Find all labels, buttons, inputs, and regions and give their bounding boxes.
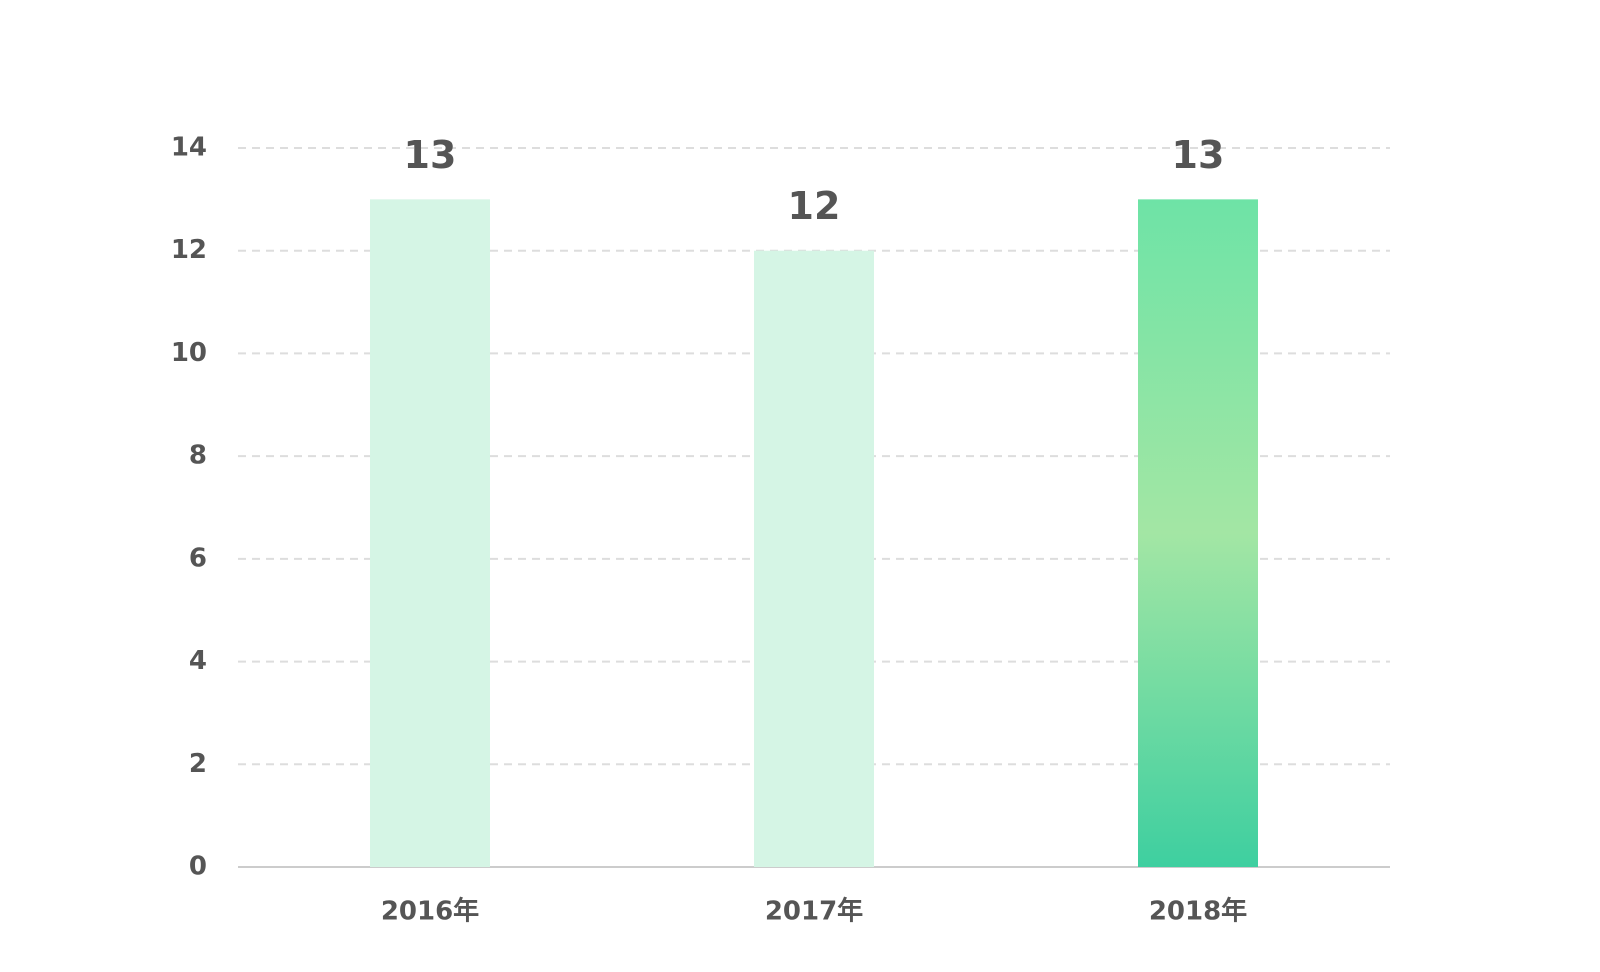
value-label: 12	[788, 184, 841, 228]
y-tick-label: 0	[189, 852, 207, 882]
x-tick-label: 2016年	[381, 896, 479, 927]
value-label: 13	[404, 133, 457, 177]
bar	[370, 199, 490, 867]
y-tick-label: 12	[171, 235, 207, 265]
bar	[1138, 199, 1258, 867]
y-tick-label: 6	[189, 543, 207, 573]
y-tick-label: 10	[171, 338, 207, 368]
y-tick-label: 2	[189, 749, 207, 779]
y-tick-label: 14	[171, 133, 207, 163]
bar	[754, 250, 874, 867]
x-tick-label: 2018年	[1149, 896, 1247, 927]
y-tick-label: 8	[189, 441, 207, 471]
y-tick-label: 4	[189, 646, 207, 676]
x-tick-label: 2017年	[765, 896, 863, 927]
value-label: 13	[1172, 133, 1225, 177]
